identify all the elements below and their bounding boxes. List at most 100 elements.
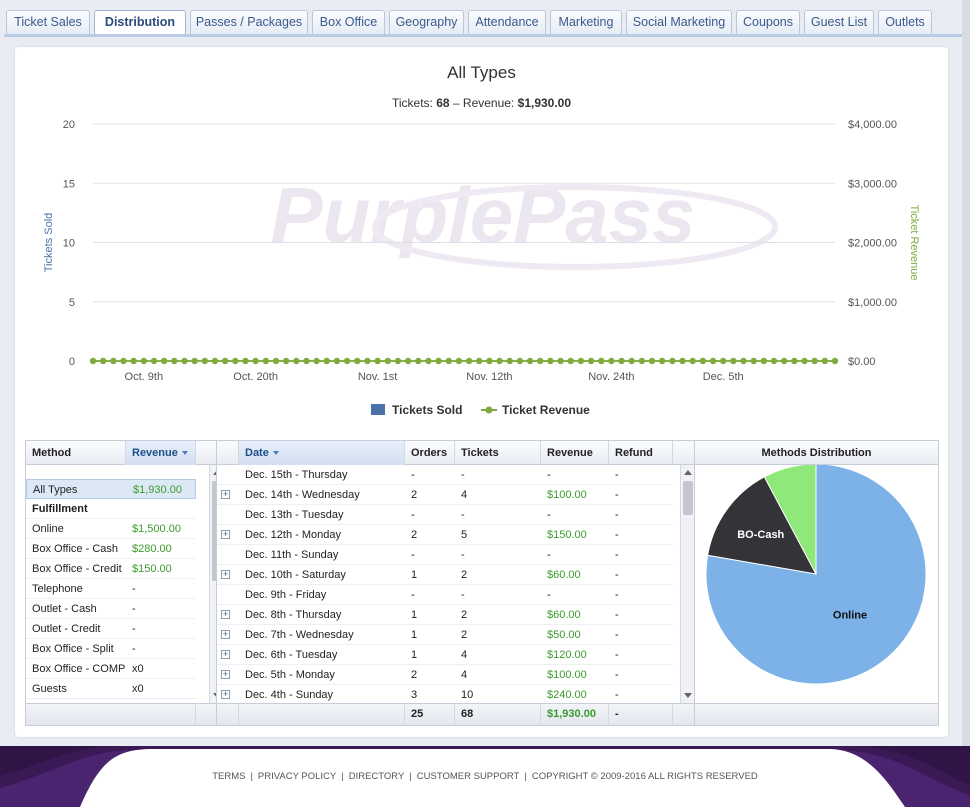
date-row[interactable]: + Dec. 8th - Thursday 1 2 $60.00 -	[217, 605, 673, 625]
scroll-down-icon[interactable]	[684, 693, 692, 698]
date-row[interactable]: + Dec. 6th - Tuesday 1 4 $120.00 -	[217, 645, 673, 665]
revenue-point	[669, 357, 676, 365]
revenue-point	[313, 357, 320, 365]
expand-row-icon[interactable]: +	[221, 609, 230, 619]
date-column-header[interactable]: Date	[239, 441, 405, 465]
date-row[interactable]: Dec. 15th - Thursday - - - -	[217, 465, 673, 485]
footer-link-terms[interactable]: TERMS	[212, 771, 246, 782]
revenue-point	[476, 357, 483, 365]
method-row[interactable]: All Types $1,930.00	[26, 479, 196, 499]
revenue-column-header[interactable]: Revenue	[126, 441, 196, 465]
method-row[interactable]: Outlet - Credit -	[26, 619, 196, 639]
date-cell-date: Dec. 15th - Thursday	[245, 469, 348, 481]
legend-revenue-marker	[485, 406, 493, 414]
page-scroll-strip	[962, 0, 970, 746]
date-grid-scrollbar[interactable]	[680, 465, 694, 703]
tab-geography[interactable]: Geography	[389, 10, 464, 34]
tab-passes-packages[interactable]: Passes / Packages	[190, 10, 308, 34]
method-row[interactable]: Box Office - Cash $280.00	[26, 539, 196, 559]
revenue-header-label: Revenue	[132, 447, 178, 459]
revenue-point	[486, 357, 493, 365]
revenue-point	[811, 357, 818, 365]
pie-slice[interactable]	[707, 476, 817, 575]
revenue-point	[780, 357, 788, 365]
pie-slice[interactable]	[763, 465, 817, 575]
date-row[interactable]: + Dec. 7th - Wednesday 1 2 $50.00 -	[217, 625, 673, 645]
date-cell-tickets: 5	[461, 529, 468, 541]
method-row[interactable]: Box Office - COMP x0	[26, 659, 196, 679]
scroll-up-icon[interactable]	[684, 470, 692, 475]
footer-link-customer-support[interactable]: CUSTOMER SUPPORT	[416, 771, 520, 782]
method-label: All Types	[33, 484, 78, 496]
date-row[interactable]: + Dec. 5th - Monday 2 4 $100.00 -	[217, 665, 673, 685]
method-label: Outlet - Cash	[32, 603, 97, 615]
watermark-swoosh	[372, 184, 778, 270]
expand-row-icon[interactable]: +	[221, 529, 230, 539]
x-tick-label: Nov. 12th	[466, 371, 512, 383]
tab-coupons[interactable]: Coupons	[736, 10, 800, 34]
date-cell-date: Dec. 7th - Wednesday	[245, 629, 354, 641]
date-cell-refund: -	[615, 609, 619, 621]
revenue-point	[537, 357, 544, 365]
tab-outlets[interactable]: Outlets	[878, 10, 932, 34]
method-revenue: $1,500.00	[132, 523, 181, 535]
date-row[interactable]: + Dec. 12th - Monday 2 5 $150.00 -	[217, 525, 673, 545]
expand-column-header	[217, 441, 239, 465]
method-row[interactable]: Guests x0	[26, 679, 196, 699]
date-scroll-thumb[interactable]	[683, 481, 693, 515]
date-cell-refund: -	[615, 629, 619, 641]
tab-attendance[interactable]: Attendance	[468, 10, 546, 34]
tab-social-marketing[interactable]: Social Marketing	[626, 10, 732, 34]
date-cell-refund: -	[615, 489, 619, 501]
expand-row-icon[interactable]: +	[221, 689, 230, 699]
tab-ticket-sales[interactable]: Ticket Sales	[6, 10, 90, 34]
method-row[interactable]: Box Office - Split -	[26, 639, 196, 659]
footer-link-privacy-policy[interactable]: PRIVACY POLICY	[257, 771, 337, 782]
method-column-header[interactable]: Method	[26, 441, 126, 465]
date-row[interactable]: + Dec. 14th - Wednesday 2 4 $100.00 -	[217, 485, 673, 505]
revenue-point	[221, 357, 229, 365]
date-cell-orders: -	[411, 469, 415, 481]
method-label: Box Office - Cash	[32, 543, 118, 555]
expand-row-icon[interactable]: +	[221, 629, 230, 639]
date-grid-footer: 25 68 $1,930.00 -	[217, 703, 694, 725]
method-row[interactable]: Box Office - Credit $150.00	[26, 559, 196, 579]
method-footer-cell	[26, 704, 196, 725]
footer-links: TERMS | PRIVACY POLICY | DIRECTORY | CUSTOMER …	[0, 771, 970, 782]
method-row[interactable]: Telephone -	[26, 579, 196, 599]
tickets-column-header[interactable]: Tickets	[455, 441, 541, 465]
footer-separator: |	[524, 771, 527, 782]
refund-column-header[interactable]: Refund	[609, 441, 673, 465]
expand-row-icon[interactable]: +	[221, 669, 230, 679]
tab-box-office[interactable]: Box Office	[312, 10, 385, 34]
date-cell-orders: 2	[411, 529, 418, 541]
method-revenue: -	[132, 623, 136, 635]
date-row[interactable]: Dec. 13th - Tuesday - - - -	[217, 505, 673, 525]
method-grid-body: All Types $1,930.00 Fulfillment Online $1,50…	[26, 465, 223, 703]
footer-link-directory[interactable]: DIRECTORY	[348, 771, 405, 782]
expand-row-icon[interactable]: +	[221, 489, 230, 499]
x-tick-label: Nov. 24th	[588, 371, 634, 383]
total-tickets: 68	[455, 704, 541, 725]
orders-column-header[interactable]: Orders	[405, 441, 455, 465]
date-row[interactable]: Dec. 11th - Sunday - - - -	[217, 545, 673, 565]
method-row[interactable]: Outlet - Cash -	[26, 599, 196, 619]
tab-distribution[interactable]: Distribution	[94, 10, 186, 35]
method-revenue: x0	[132, 683, 144, 695]
revenue-point	[211, 357, 219, 365]
date-row[interactable]: Dec. 9th - Friday - - - -	[217, 585, 673, 605]
expand-row-icon[interactable]: +	[221, 649, 230, 659]
pie-title: Methods Distribution	[761, 447, 872, 459]
date-row[interactable]: + Dec. 4th - Sunday 3 10 $240.00 -	[217, 685, 673, 703]
revenue-point	[232, 357, 239, 365]
method-row[interactable]: Online $1,500.00	[26, 519, 196, 539]
tab-guest-list[interactable]: Guest List	[804, 10, 874, 34]
revenue-point	[171, 357, 178, 365]
revenue-column-header[interactable]: Revenue	[541, 441, 609, 465]
method-label: Telephone	[32, 583, 83, 595]
tab-marketing[interactable]: Marketing	[550, 10, 622, 34]
pie-slice-label: Online	[833, 609, 867, 621]
date-row[interactable]: + Dec. 10th - Saturday 1 2 $60.00 -	[217, 565, 673, 585]
revenue-point	[181, 357, 188, 365]
expand-row-icon[interactable]: +	[221, 569, 230, 579]
